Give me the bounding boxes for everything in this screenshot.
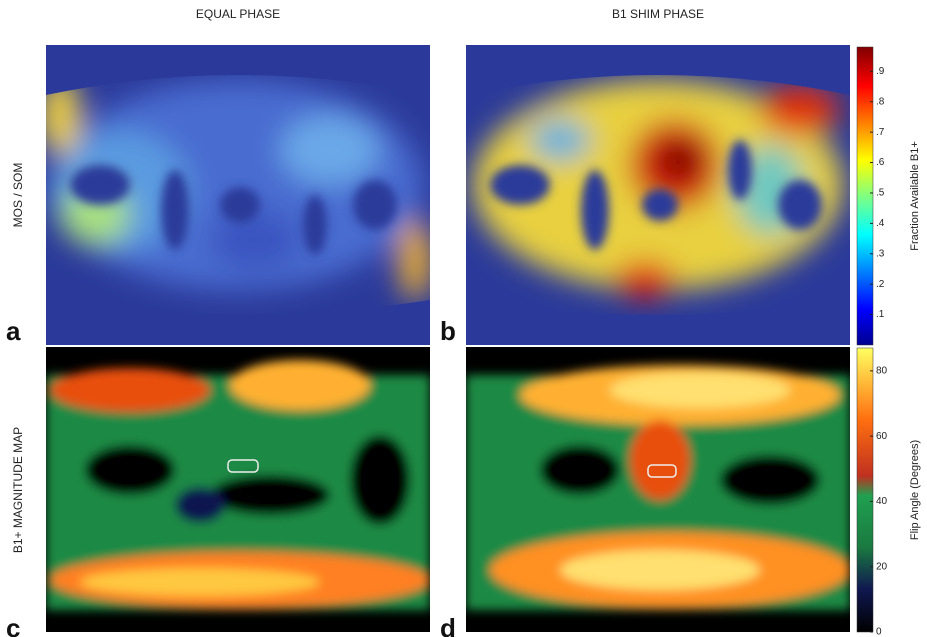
colorbar-tick-label: .8 xyxy=(876,96,885,107)
colorbar xyxy=(857,47,873,345)
colorbar-tick-label: 0 xyxy=(876,627,882,637)
colorbar-tick-label: .4 xyxy=(876,218,885,229)
colorbar-tick-label: .3 xyxy=(876,248,885,259)
colorbar-label: Fraction Available B1+ xyxy=(909,141,921,251)
colorbar-tick-label: 40 xyxy=(876,496,888,507)
panel-image xyxy=(46,347,430,632)
colorbar-tick-label: 80 xyxy=(876,365,888,376)
colorbar-label: Flip Angle (Degrees) xyxy=(909,440,921,540)
panel-label: c xyxy=(6,613,20,637)
panel-label: d xyxy=(440,613,456,637)
figure: EQUAL PHASE B1 SHIM PHASE MOS / SOM B1+ … xyxy=(0,0,927,637)
colorbar-tick-label: .5 xyxy=(876,188,885,199)
panel-image xyxy=(466,347,850,632)
column-title: B1 SHIM PHASE xyxy=(612,7,704,21)
row-label: MOS / SOM xyxy=(11,163,25,228)
colorbar-tick-label: 60 xyxy=(876,431,888,442)
colorbar-tick-label: .9 xyxy=(876,66,885,77)
panel-label: b xyxy=(440,316,456,346)
colorbar-tick-label: .7 xyxy=(876,127,885,138)
colorbar-tick-label: 20 xyxy=(876,561,888,572)
colorbar-tick-label: .2 xyxy=(876,279,885,290)
panel-image xyxy=(40,45,431,345)
panel-label: a xyxy=(6,316,21,346)
colorbar-tick-label: .6 xyxy=(876,157,885,168)
panel-image xyxy=(466,45,850,345)
row-label: B1+ MAGNITUDE MAP xyxy=(11,427,25,553)
colorbar-tick-label: .1 xyxy=(876,309,885,320)
colorbar xyxy=(857,348,873,632)
column-title: EQUAL PHASE xyxy=(196,7,280,21)
